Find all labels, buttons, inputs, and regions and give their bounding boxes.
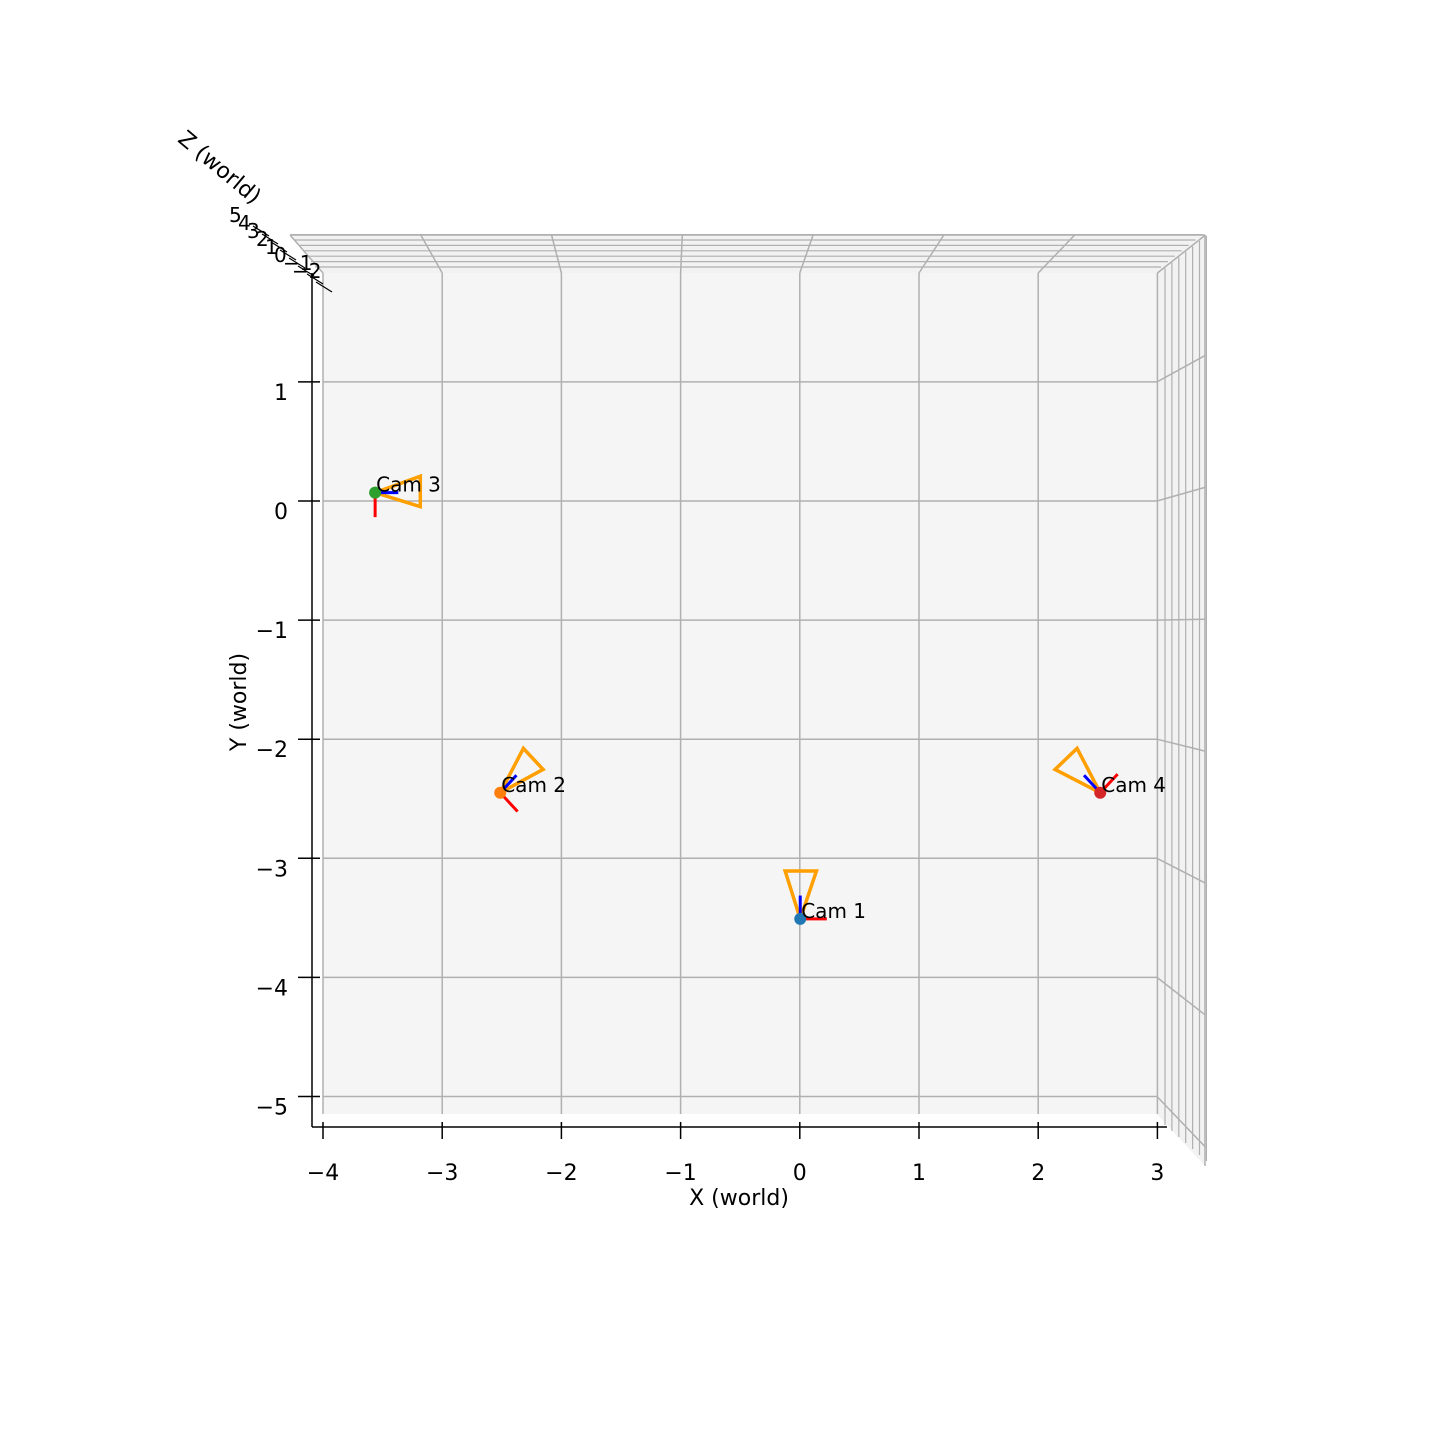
camera-cam-2: Cam 2: [494, 745, 566, 813]
top-wall-pane: [290, 235, 1205, 273]
camera-frustum: [496, 745, 546, 798]
z-tick-label: −2: [292, 259, 321, 283]
y-tick-label: 1: [274, 381, 288, 406]
camera-frustum: [1052, 745, 1105, 797]
z-tick: [270, 241, 288, 253]
right-wall-pane: [1157, 235, 1205, 1166]
z-tick-label: 3: [247, 219, 260, 243]
z-tick-label: 5: [229, 203, 242, 227]
z-tick: [261, 233, 279, 245]
cameras: Cam 1 Cam 2 Cam 3 Cam 4: [369, 473, 1166, 925]
grid-lines: [289, 234, 1208, 1161]
camera-frustum: [369, 473, 423, 509]
z-tick-label: 2: [256, 227, 269, 251]
y-wall-grid-line: [1156, 1095, 1206, 1148]
z-tick-label: 0: [274, 243, 287, 267]
axis-lines: [311, 273, 1167, 1128]
z-tick: [279, 249, 297, 261]
camera-label: Cam 4: [1101, 773, 1166, 797]
camera-cam-1: Cam 1: [782, 869, 866, 925]
y-wall-grid-line: [1156, 618, 1206, 621]
y-tick-label: −4: [256, 976, 288, 1001]
y-axis-label: Y (world): [227, 653, 252, 752]
y-tick-label: −5: [256, 1096, 288, 1121]
x-tick-label: 0: [793, 1161, 807, 1186]
y-tick-label: 0: [274, 500, 288, 525]
z-tick: [252, 225, 270, 237]
camera-label: Cam 3: [376, 473, 441, 497]
x-tick-label: −4: [307, 1161, 339, 1186]
z-tick-label: 1: [265, 235, 278, 259]
y-tick-label: −1: [256, 619, 288, 644]
camera-center-point: [494, 786, 507, 799]
z-tick: [288, 257, 306, 269]
y-wall-grid-line: [1156, 857, 1206, 884]
x-wall-grid-line: [799, 234, 814, 274]
camera-center-point: [794, 912, 807, 925]
x-wall-grid-line: [289, 234, 324, 274]
x-tick-label: −3: [426, 1161, 458, 1186]
y-tick-label: −3: [256, 857, 288, 882]
z-tick-label: 4: [238, 211, 251, 235]
x-wall-grid-line: [1037, 234, 1076, 274]
z-tick: [297, 265, 315, 277]
camera-cam-3: Cam 3: [369, 473, 441, 518]
camera-label: Cam 1: [801, 899, 866, 923]
z-tick: [306, 273, 324, 285]
camera-frustum: [782, 869, 819, 925]
x-tick-label: −2: [545, 1161, 577, 1186]
x-tick-label: 3: [1150, 1161, 1164, 1186]
x-tick-label: 2: [1031, 1161, 1045, 1186]
floor-pane: [323, 273, 1157, 1114]
x-wall-grid-line: [550, 234, 563, 274]
z-tick: [315, 281, 333, 293]
x-wall-grid-line: [918, 234, 945, 274]
z-tick-label: −1: [283, 251, 312, 275]
y-tick-label: −2: [256, 738, 288, 763]
camera-center-point: [1094, 786, 1107, 799]
camera-label: Cam 2: [501, 773, 566, 797]
y-wall-grid-line: [1156, 486, 1206, 502]
y-wall-grid-line: [1156, 976, 1206, 1016]
y-wall-grid-line: [1156, 354, 1206, 383]
x-axis-label: X (world): [689, 1186, 789, 1211]
axes-panes: [290, 234, 1206, 1166]
x-tick-label: 1: [912, 1161, 926, 1186]
camera-cam-4: Cam 4: [1052, 745, 1166, 799]
x-tick-label: −1: [664, 1161, 696, 1186]
x-wall-grid-line: [420, 234, 443, 274]
x-wall-grid-line: [1156, 234, 1206, 274]
camera-center-point: [369, 486, 382, 499]
y-wall-grid-line: [1156, 738, 1206, 752]
x-wall-grid-line: [679, 234, 684, 274]
